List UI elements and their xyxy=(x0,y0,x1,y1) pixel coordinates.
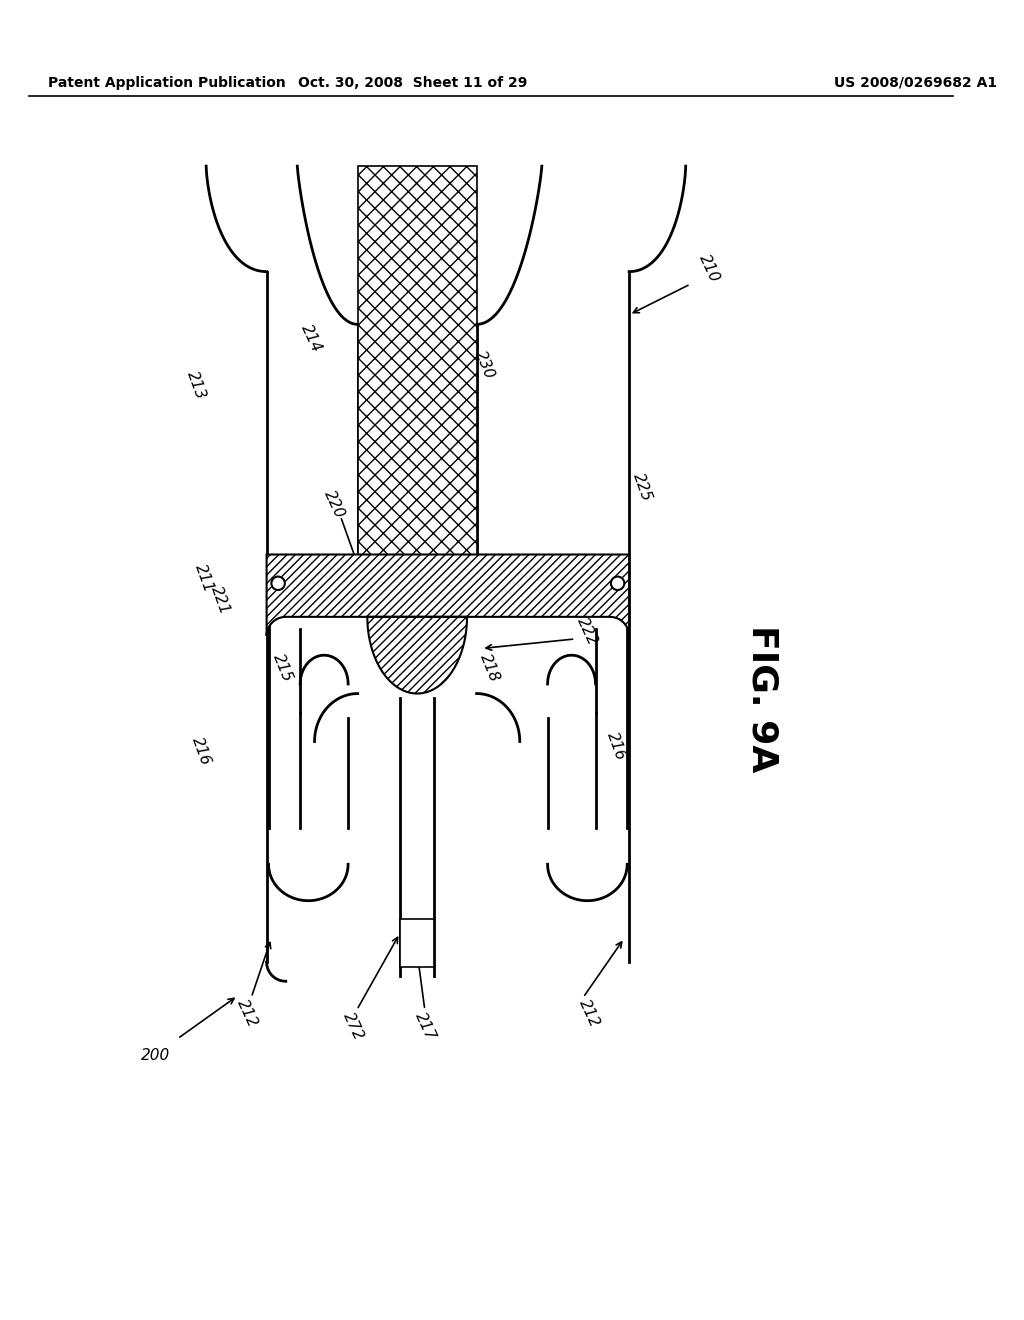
Text: 210: 210 xyxy=(696,252,723,285)
Text: FIG. 9A: FIG. 9A xyxy=(745,624,779,772)
Text: 212: 212 xyxy=(234,997,260,1030)
Text: 216: 216 xyxy=(189,735,213,767)
Text: 222: 222 xyxy=(573,615,600,648)
Text: 222: 222 xyxy=(417,657,442,690)
Text: 213: 213 xyxy=(184,368,209,401)
Text: 218: 218 xyxy=(476,651,502,684)
Text: 217: 217 xyxy=(412,1010,438,1043)
Text: Patent Application Publication: Patent Application Publication xyxy=(48,75,286,90)
Text: 215: 215 xyxy=(270,651,295,684)
Text: US 2008/0269682 A1: US 2008/0269682 A1 xyxy=(835,75,997,90)
Text: 212: 212 xyxy=(575,997,602,1030)
Circle shape xyxy=(611,577,625,590)
Text: 200: 200 xyxy=(140,1048,170,1063)
Text: 214: 214 xyxy=(299,322,325,355)
Text: 272: 272 xyxy=(340,1010,366,1043)
Text: 220: 220 xyxy=(321,488,347,521)
Text: 221: 221 xyxy=(209,585,232,616)
Circle shape xyxy=(271,577,285,590)
Text: 230: 230 xyxy=(472,348,497,381)
Text: Oct. 30, 2008  Sheet 11 of 29: Oct. 30, 2008 Sheet 11 of 29 xyxy=(298,75,527,90)
Text: 216: 216 xyxy=(604,730,629,763)
Bar xyxy=(400,919,434,966)
Text: 211: 211 xyxy=(193,562,216,595)
Polygon shape xyxy=(266,554,629,693)
Bar xyxy=(357,166,476,554)
Text: 225: 225 xyxy=(631,471,654,504)
